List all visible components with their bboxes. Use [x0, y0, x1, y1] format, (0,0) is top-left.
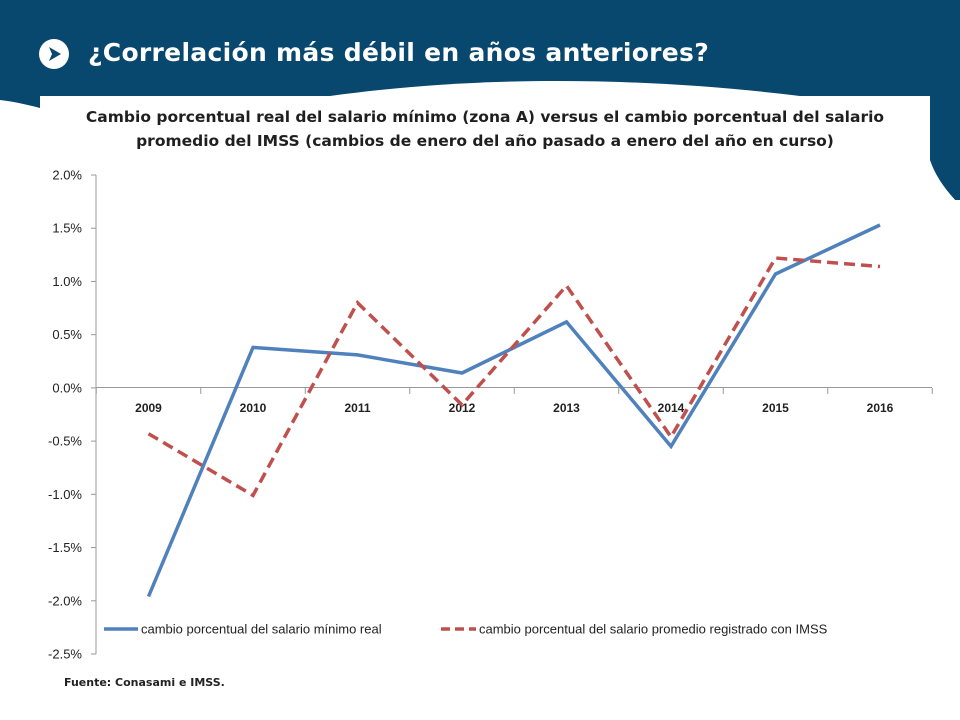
header-background [0, 0, 960, 200]
series-layer [146, 223, 881, 598]
chart-title-line-1: Cambio porcentual real del salario mínim… [85, 108, 885, 126]
y-tick-label: 1.5% [52, 221, 82, 236]
x-tick-label: 2009 [135, 401, 162, 415]
x-tick-label: 2010 [240, 401, 267, 415]
y-tick-label: 2.0% [52, 168, 82, 183]
header-curve [330, 80, 800, 96]
y-tick-label: 1.0% [52, 274, 82, 289]
y-tick-label: -2.5% [48, 647, 82, 662]
legend: cambio porcentual del salario mínimo rea… [104, 622, 828, 637]
chart-title-line-2: promedio del IMSS (cambios de enero del … [136, 132, 834, 150]
x-tick-label: 2012 [449, 401, 476, 415]
legend-label-2: cambio porcentual del salario promedio r… [479, 622, 828, 637]
y-tick-label: 0.5% [52, 327, 82, 342]
y-tick-label: -2.0% [48, 593, 82, 608]
y-axis-ticks: 2.0% 1.5% 1.0% 0.5% 0.0% -0.5% -1.0% -1.5% -2.0%… [48, 168, 96, 662]
x-axis-ticks: 2009 2010 2011 2012 2013 2014 2015 2016 [95, 387, 933, 415]
y-tick-label: -0.5% [48, 434, 82, 449]
slide-title: ¿Correlación más débil en años anteriore… [88, 38, 710, 67]
x-tick-label: 2015 [762, 401, 789, 415]
x-tick-label: 2013 [553, 401, 580, 415]
arrow-right-icon [39, 39, 69, 69]
chart-title: Cambio porcentual real del salario mínim… [70, 105, 900, 153]
y-tick-label: -1.5% [48, 540, 82, 555]
header-banner [0, 0, 960, 200]
legend-label-1: cambio porcentual del salario mínimo rea… [141, 622, 382, 637]
y-tick-label: -1.0% [48, 487, 82, 502]
x-tick-label: 2016 [867, 401, 894, 415]
x-tick-label: 2011 [344, 401, 370, 415]
x-tick-label: 2014 [658, 401, 685, 415]
y-tick-label: 0.0% [52, 380, 82, 395]
source-note: Fuente: Conasami e IMSS. [64, 676, 225, 689]
series-line-2 [147, 256, 881, 498]
